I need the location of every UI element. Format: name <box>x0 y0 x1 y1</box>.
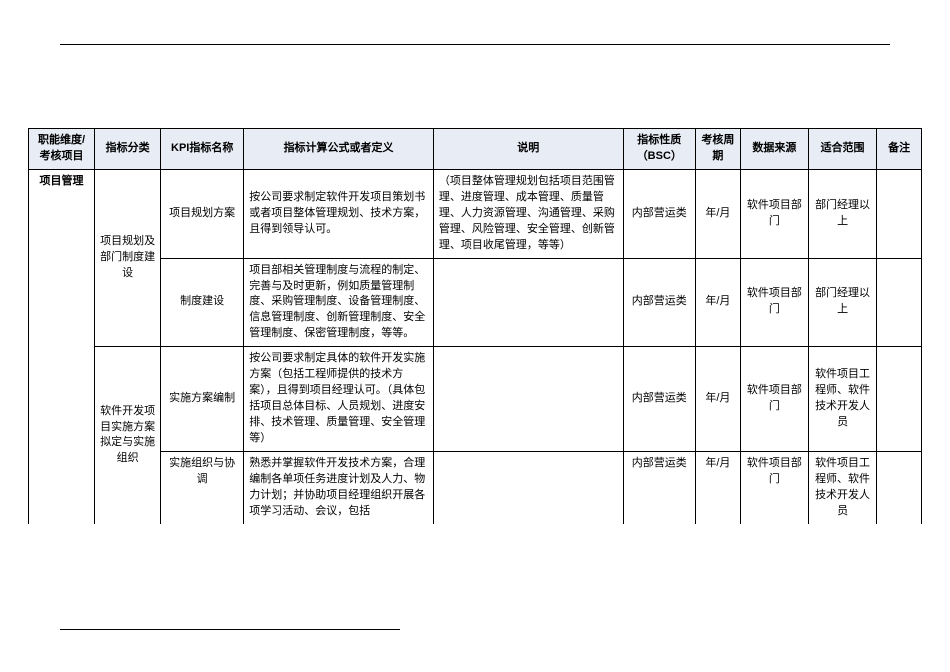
header-rule <box>60 44 890 45</box>
col-bsc: 指标性质（BSC） <box>623 129 695 170</box>
col-scope: 适合范围 <box>808 129 876 170</box>
cell-cycle: 年/月 <box>696 169 741 258</box>
cell-desc: （项目整体管理规划包括项目范围管理、进度管理、成本管理、质量管理、人力资源管理、… <box>433 169 623 258</box>
col-kpi-name: KPI指标名称 <box>161 129 244 170</box>
cell-scope: 软件项目工程师、软件技术开发人员 <box>808 347 876 452</box>
cell-cycle: 年/月 <box>696 347 741 452</box>
cell-formula: 按公司要求制定软件开发项目策划书或者项目整体管理规划、技术方案，且得到领导认可。 <box>244 169 434 258</box>
col-source: 数据来源 <box>740 129 808 170</box>
table-row: 软件开发项目实施方案拟定与实施组织 实施方案编制 按公司要求制定具体的软件开发实… <box>29 347 922 452</box>
cell-dimension: 项目管理 <box>29 169 95 523</box>
cell-desc <box>433 451 623 523</box>
cell-cycle: 年/月 <box>696 258 741 347</box>
cell-desc <box>433 258 623 347</box>
cell-formula: 项目部相关管理制度与流程的制定、完善与及时更新，例如质量管理制度、采购管理制度、… <box>244 258 434 347</box>
cell-category: 项目规划及部门制度建设 <box>95 169 161 346</box>
cell-remark <box>877 169 922 258</box>
cell-source: 软件项目部门 <box>740 451 808 523</box>
table-row: 实施组织与协调 熟悉并掌握软件开发技术方案，合理编制各单项任务进度计划及人力、物… <box>29 451 922 523</box>
kpi-table-wrap: 职能维度/考核项目 指标分类 KPI指标名称 指标计算公式或者定义 说明 指标性… <box>28 128 922 524</box>
table-row: 项目管理 项目规划及部门制度建设 项目规划方案 按公司要求制定软件开发项目策划书… <box>29 169 922 258</box>
col-description: 说明 <box>433 129 623 170</box>
col-formula: 指标计算公式或者定义 <box>244 129 434 170</box>
cell-kpi: 制度建设 <box>161 258 244 347</box>
footer-rule <box>60 629 400 630</box>
kpi-table: 职能维度/考核项目 指标分类 KPI指标名称 指标计算公式或者定义 说明 指标性… <box>28 128 922 524</box>
cell-bsc: 内部营运类 <box>623 258 695 347</box>
col-cycle: 考核周期 <box>696 129 741 170</box>
cell-remark <box>877 451 922 523</box>
cell-scope: 软件项目工程师、软件技术开发人员 <box>808 451 876 523</box>
cell-bsc: 内部营运类 <box>623 169 695 258</box>
cell-source: 软件项目部门 <box>740 258 808 347</box>
cell-desc <box>433 347 623 452</box>
header-row: 职能维度/考核项目 指标分类 KPI指标名称 指标计算公式或者定义 说明 指标性… <box>29 129 922 170</box>
cell-scope: 部门经理以上 <box>808 258 876 347</box>
cell-source: 软件项目部门 <box>740 347 808 452</box>
cell-bsc: 内部营运类 <box>623 347 695 452</box>
cell-remark <box>877 347 922 452</box>
cell-kpi: 项目规划方案 <box>161 169 244 258</box>
cell-source: 软件项目部门 <box>740 169 808 258</box>
cell-remark <box>877 258 922 347</box>
col-dimension: 职能维度/考核项目 <box>29 129 95 170</box>
cell-formula: 熟悉并掌握软件开发技术方案，合理编制各单项任务进度计划及人力、物力计划；并协助项… <box>244 451 434 523</box>
cell-scope: 部门经理以上 <box>808 169 876 258</box>
cell-formula: 按公司要求制定具体的软件开发实施方案（包括工程师提供的技术方案），且得到项目经理… <box>244 347 434 452</box>
table-row: 制度建设 项目部相关管理制度与流程的制定、完善与及时更新，例如质量管理制度、采购… <box>29 258 922 347</box>
col-remark: 备注 <box>877 129 922 170</box>
cell-bsc: 内部营运类 <box>623 451 695 523</box>
cell-cycle: 年/月 <box>696 451 741 523</box>
cell-kpi: 实施方案编制 <box>161 347 244 452</box>
cell-kpi: 实施组织与协调 <box>161 451 244 523</box>
cell-category: 软件开发项目实施方案拟定与实施组织 <box>95 347 161 524</box>
col-category: 指标分类 <box>95 129 161 170</box>
